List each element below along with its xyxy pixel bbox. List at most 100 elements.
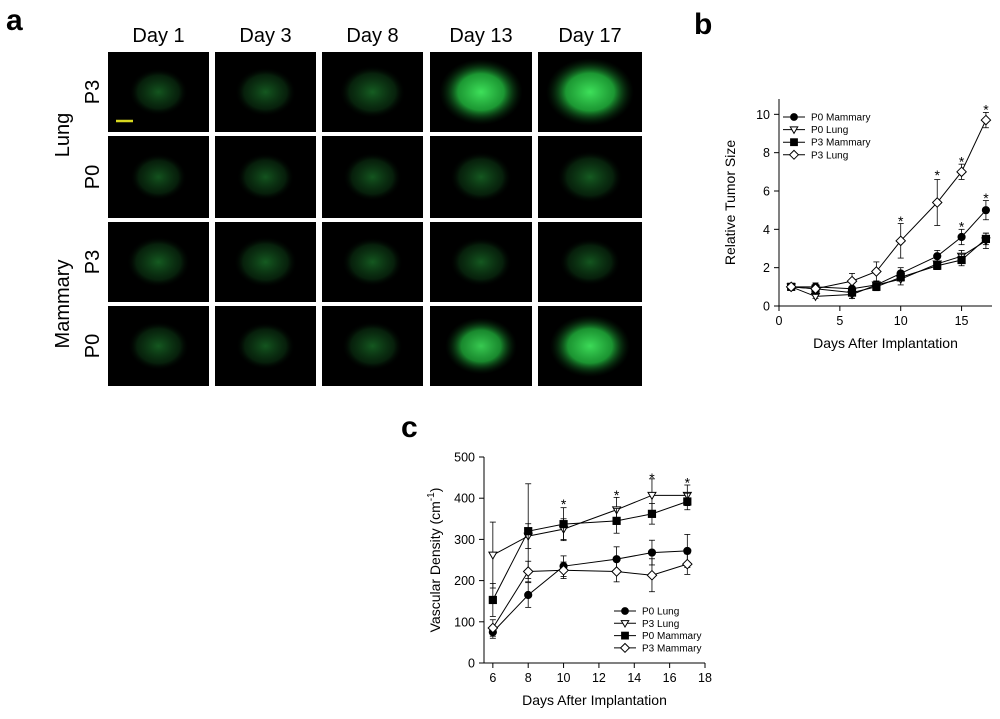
series-p3-lung [785, 112, 992, 295]
micrograph-tile [322, 222, 423, 302]
micrograph-tile [538, 306, 642, 386]
legend-marker [621, 631, 629, 640]
data-point [870, 266, 882, 277]
y-axis-title-text: Vascular Density (cm [427, 501, 443, 632]
data-point [558, 564, 569, 576]
y-axis-title-text: Relative Tumor Size [722, 140, 738, 265]
micrograph-tile [322, 306, 423, 386]
legend-marker [790, 138, 798, 147]
data-point [681, 558, 693, 570]
legend-entry: P0 Mammary [811, 113, 870, 124]
data-point [980, 114, 992, 126]
legend-entry: P0 Lung [642, 607, 679, 618]
micrograph-tile [215, 136, 316, 218]
significance-star: * [959, 219, 965, 235]
data-point [683, 497, 692, 506]
y-tick-label: 8 [763, 146, 770, 160]
data-point [647, 548, 657, 557]
x-tick-label: 0 [776, 314, 783, 328]
column-header-day-17: Day 17 [558, 25, 621, 47]
panel-b-letter: b [694, 8, 712, 41]
x-tick-label: 16 [663, 671, 677, 685]
data-point [872, 282, 881, 291]
column-header-day-3: Day 3 [239, 25, 291, 47]
x-axis-title: Days After Implantation [813, 335, 958, 351]
panel-a-image-grid: a Day 1 Day 3 Day 8 Day 13 Day 17 P3 P0 P3 P0 L… [6, 4, 642, 386]
significance-star: * [614, 487, 620, 503]
y-axis-title-superscript: -1 [426, 492, 437, 501]
data-point [981, 234, 991, 244]
legend-marker [620, 620, 630, 629]
micrograph-tile [430, 136, 532, 218]
series-p0-mammary [787, 200, 991, 295]
panel-a-letter: a [6, 4, 23, 37]
legend-marker [621, 607, 629, 615]
y-tick-label: 2 [763, 261, 770, 275]
panel-b-chart: b 0 5 10 15 0 2 4 6 8 10 Days After Implantation Re… [694, 8, 992, 351]
y-axis-title: Vascular Density (cm-1) [426, 488, 443, 633]
group-label-mammary: Mammary [52, 260, 74, 349]
series-p0-mammary [488, 483, 692, 617]
micrograph-tile [108, 52, 209, 132]
data-point [956, 166, 967, 178]
significance-star: * [561, 496, 567, 512]
significance-star: * [983, 102, 989, 118]
data-point [612, 516, 621, 525]
data-point [957, 232, 966, 242]
x-tick-label: 8 [525, 671, 532, 685]
micrograph-tile [538, 222, 642, 302]
y-tick-label: 0 [468, 657, 475, 671]
y-tick-label: 10 [756, 108, 770, 122]
legend-entry: P0 Mammary [642, 631, 701, 642]
data-point [785, 281, 797, 293]
y-tick-label: 0 [763, 300, 770, 314]
data-point [847, 288, 857, 297]
series-line [791, 119, 987, 290]
significance-star: * [935, 167, 941, 183]
x-tick-label: 15 [955, 314, 969, 328]
data-point [524, 590, 533, 600]
data-point [957, 255, 966, 265]
series-p3-lung [488, 478, 693, 589]
data-point [488, 551, 498, 561]
x-tick-label: 10 [557, 671, 571, 685]
micrograph-tile [538, 52, 642, 132]
legend-marker [619, 642, 631, 654]
data-point [933, 261, 942, 270]
micrograph-tile [108, 306, 209, 386]
data-point [931, 197, 943, 208]
significance-star: * [983, 190, 989, 206]
x-tick-label: 6 [489, 671, 496, 685]
series-line [791, 238, 987, 294]
panel-c-letter: c [401, 411, 418, 444]
column-header-day-8: Day 8 [346, 25, 398, 47]
data-point [559, 520, 568, 529]
micrograph-tile [215, 306, 316, 386]
x-tick-label: 18 [698, 671, 712, 685]
micrograph-tile [215, 52, 316, 132]
significance-star: * [898, 213, 904, 229]
y-tick-label: 100 [454, 615, 475, 629]
data-point [646, 569, 658, 581]
y-tick-label: 500 [454, 451, 475, 465]
data-point [895, 235, 907, 247]
series-p3-mammary [487, 553, 693, 637]
row-label-lung-p3: P3 [82, 80, 104, 104]
series-line [492, 563, 688, 629]
legend-entry: P0 Lung [811, 125, 848, 136]
micrograph-tile [215, 222, 316, 302]
x-tick-label: 14 [627, 671, 641, 685]
micrograph-tile [430, 306, 532, 386]
data-point [896, 273, 905, 282]
significance-star: * [685, 475, 691, 491]
legend-entry: P3 Lung [811, 150, 848, 161]
data-point [524, 527, 533, 536]
series-line [791, 209, 987, 290]
row-label-lung-p0: P0 [82, 165, 104, 189]
x-tick-label: 10 [894, 314, 908, 328]
column-header-day-13: Day 13 [449, 25, 512, 47]
y-tick-label: 300 [454, 533, 475, 547]
micrograph-tile [538, 136, 642, 218]
micrograph-tile [108, 222, 209, 302]
row-label-mammary-p0: P0 [82, 334, 104, 358]
